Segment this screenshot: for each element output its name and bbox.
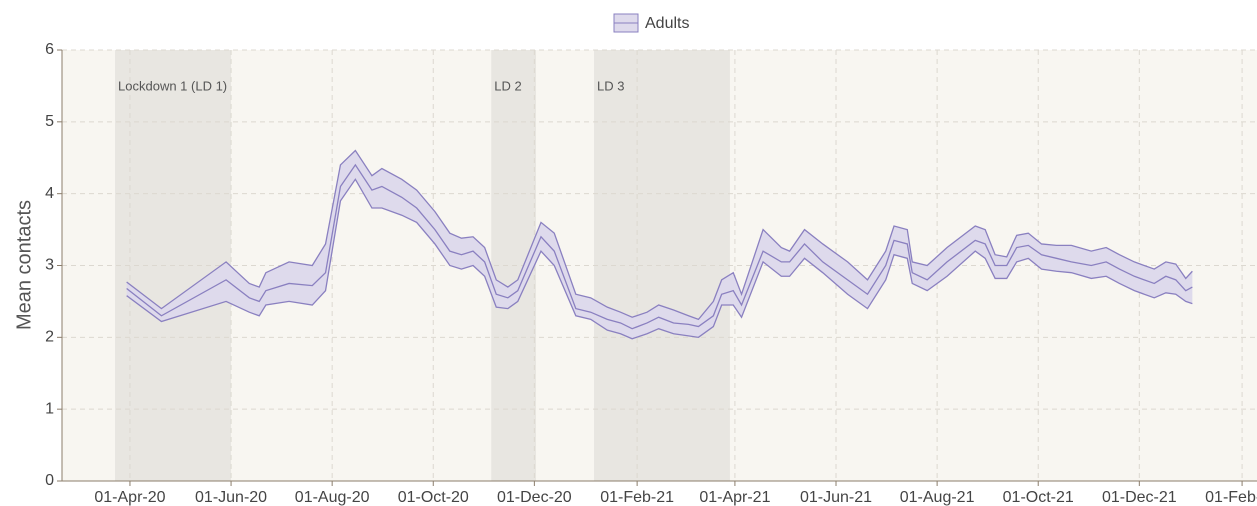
lockdown-shade xyxy=(594,50,730,481)
x-tick-label: 01-Apr-20 xyxy=(94,489,165,506)
x-tick-label: 01-Oct-20 xyxy=(398,489,469,506)
y-tick-label: 5 xyxy=(45,113,54,130)
period-label: Lockdown 1 (LD 1) xyxy=(118,78,227,93)
y-tick-label: 0 xyxy=(45,472,54,489)
mean-line xyxy=(126,163,1193,330)
x-tick-label: 01-Apr-21 xyxy=(699,489,770,506)
legend-label: Adults xyxy=(645,15,689,32)
x-tick-label: 01-Oct-21 xyxy=(1003,489,1074,506)
band-edge xyxy=(126,149,1193,321)
x-tick-label: 01-Aug-21 xyxy=(900,489,975,506)
confidence-band xyxy=(126,150,1193,339)
y-tick-label: 6 xyxy=(45,41,54,58)
x-tick-label: 01-Aug-20 xyxy=(295,489,370,506)
y-tick-label: 1 xyxy=(45,400,54,417)
x-tick-label: 01-Feb-21 xyxy=(600,489,674,506)
x-tick-label: 01-Jun-20 xyxy=(195,489,267,506)
y-tick-label: 3 xyxy=(45,257,54,274)
period-label: LD 3 xyxy=(597,78,624,93)
y-tick-label: 2 xyxy=(45,329,54,346)
y-axis-label: Mean contacts xyxy=(13,200,35,330)
x-tick-label: 01-Feb-22 xyxy=(1205,489,1257,506)
period-label: LD 2 xyxy=(494,78,521,93)
x-tick-label: 01-Jun-21 xyxy=(800,489,872,506)
y-tick-label: 4 xyxy=(45,185,54,202)
band-edge xyxy=(126,178,1193,340)
x-tick-label: 01-Dec-21 xyxy=(1102,489,1177,506)
x-tick-label: 01-Dec-20 xyxy=(497,489,572,506)
